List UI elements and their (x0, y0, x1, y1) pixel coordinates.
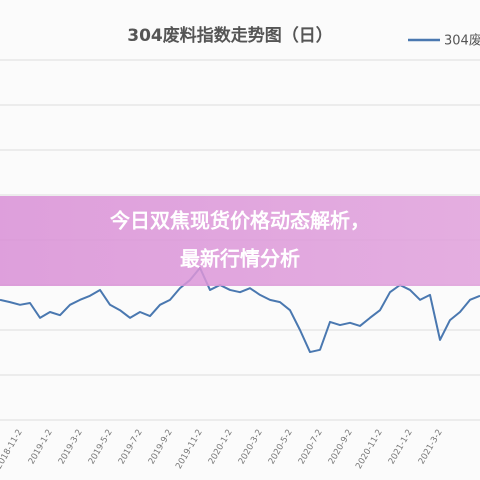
chart-title: 304废料指数走势图（日） (127, 25, 333, 46)
banner-line: 今日双焦现货价格动态解析， (110, 209, 370, 233)
banner (0, 196, 480, 286)
banner-line: 最新行情分析 (180, 247, 300, 271)
legend-label: 304废料 (444, 33, 480, 49)
